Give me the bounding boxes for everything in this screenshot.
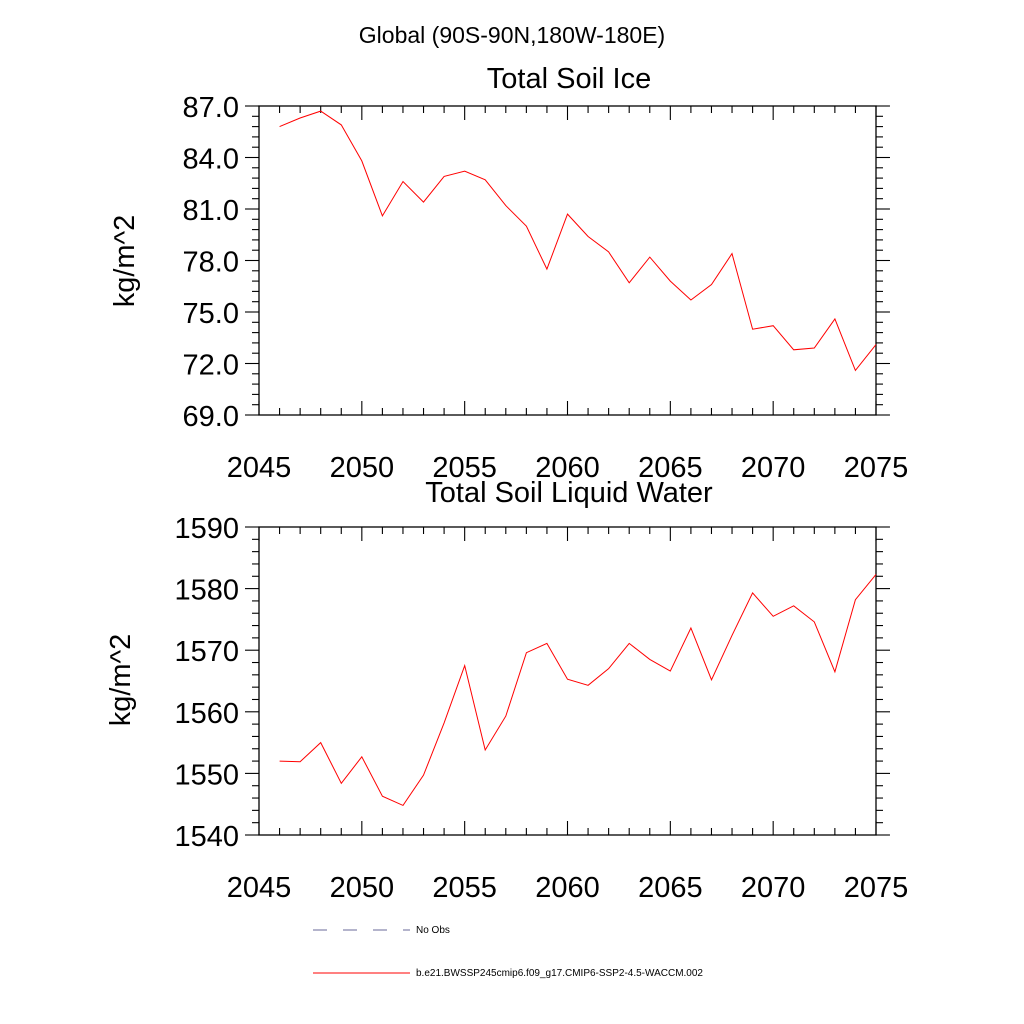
legend-label-model: b.e21.BWSSP245cmip6.f09_g17.CMIP6-SSP2-4… xyxy=(416,968,703,979)
y-tick-label: 81.0 xyxy=(183,195,239,227)
series-soil-ice xyxy=(279,110,877,372)
legend: No Obs b.e21.BWSSP245cmip6.f09_g17.CMIP6… xyxy=(313,925,703,979)
y-axis-label-soil-liquid-water: kg/m^2 xyxy=(105,634,137,727)
x-tick-label: 2050 xyxy=(330,872,395,904)
y-tick-label: 1560 xyxy=(174,698,239,730)
y-tick-label: 78.0 xyxy=(183,247,239,279)
plot-frame-soil-ice xyxy=(258,105,877,416)
panel-title-soil-liquid-water: Total Soil Liquid Water xyxy=(425,477,713,509)
y-tick-label: 72.0 xyxy=(183,350,239,382)
y-tick-label: 1550 xyxy=(174,759,239,791)
series-line xyxy=(279,574,877,807)
plot-frame-soil-liquid-water xyxy=(258,526,877,836)
panel-total-soil-ice: Total Soil Ice kg/m^2 69.0 72.0 75.0 78.0 81… xyxy=(109,63,908,484)
x-tick-label: 2065 xyxy=(638,452,703,484)
panel-total-soil-liquid-water: Total Soil Liquid Water kg/m^2 154015501… xyxy=(105,477,908,904)
legend-item-obs: No Obs xyxy=(313,925,450,936)
y-tick-label: 84.0 xyxy=(183,144,239,176)
y-tick-label: 1570 xyxy=(174,636,239,668)
x-tick-label: 2055 xyxy=(432,452,497,484)
y-tick-label: 87.0 xyxy=(183,92,239,124)
x-tick-label: 2065 xyxy=(638,872,703,904)
y-tick-label: 1540 xyxy=(174,821,239,853)
y-tick-label: 75.0 xyxy=(183,298,239,330)
x-tick-label: 2060 xyxy=(535,452,600,484)
y-tick-label: 69.0 xyxy=(183,401,239,433)
x-tick-label: 2070 xyxy=(741,872,806,904)
y-tick-label: 1590 xyxy=(174,513,239,545)
x-tick-label: 2075 xyxy=(844,872,909,904)
series-soil-liquid-water xyxy=(279,574,877,807)
legend-label-obs: No Obs xyxy=(416,925,450,936)
legend-item-model: b.e21.BWSSP245cmip6.f09_g17.CMIP6-SSP2-4… xyxy=(313,968,703,979)
tick-labels-soil-liquid-water: 1540 1550 1560 1570 1580 1590 2045 2050 2055 2060… xyxy=(174,513,908,904)
x-tick-label: 2045 xyxy=(227,872,292,904)
series-line xyxy=(279,110,877,372)
y-axis-label-soil-ice: kg/m^2 xyxy=(109,215,141,308)
x-tick-label: 2060 xyxy=(535,872,600,904)
y-tick-label: 1580 xyxy=(174,575,239,607)
x-tick-label: 2045 xyxy=(227,452,292,484)
x-tick-label: 2075 xyxy=(844,452,909,484)
x-tick-label: 2055 xyxy=(432,872,497,904)
axis-ticks-soil-liquid-water xyxy=(245,526,890,836)
panel-title-soil-ice: Total Soil Ice xyxy=(487,63,651,95)
region-title: Global (90S-90N,180W-180E) xyxy=(359,22,665,48)
tick-labels-soil-ice: 69.0 72.0 75.0 78.0 81.0 84.0 87.0 2045 2050 2055… xyxy=(183,92,909,484)
x-tick-label: 2050 xyxy=(330,452,395,484)
axis-ticks-soil-ice xyxy=(245,105,890,416)
x-tick-label: 2070 xyxy=(741,452,806,484)
